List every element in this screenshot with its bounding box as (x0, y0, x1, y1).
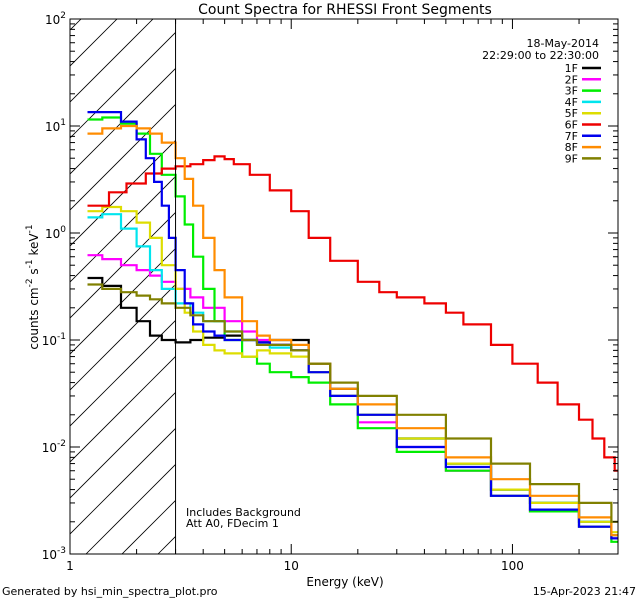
plot-frame (69, 18, 619, 555)
axes: 1 10 100 102 101 100 10-1 10-2 10-3 (42, 11, 618, 573)
x-tick-label: 1 (66, 559, 74, 573)
series-line-9F (87, 283, 618, 523)
y-tick-label: 102 (45, 11, 66, 27)
x-tick-label: 100 (501, 559, 524, 573)
y-tick-label: 10-1 (42, 332, 66, 348)
legend-label-7F: 7F (565, 130, 578, 143)
annotation-text: Includes Background (186, 506, 301, 519)
chart-title: Count Spectra for RHESSI Front Segments (198, 2, 492, 18)
series-line-5F (87, 205, 618, 534)
legend-label-4F: 4F (565, 96, 578, 109)
y-tick-label: 100 (45, 225, 66, 241)
y-tick-label: 101 (45, 118, 66, 134)
legend-label-8F: 8F (565, 141, 578, 154)
legend-label-2F: 2F (565, 73, 578, 86)
footer-timestamp: 15-Apr-2023 21:47 (533, 585, 636, 598)
y-tick-label: 10-3 (42, 546, 66, 562)
series-line-7F (87, 111, 618, 540)
x-axis-label: Energy (keV) (306, 575, 383, 589)
y-tick-label: 10-2 (42, 439, 66, 455)
legend-date: 18-May-2014 (527, 37, 599, 50)
legend-label-5F: 5F (565, 107, 578, 120)
footer-generated-by: Generated by hsi_min_spectra_plot.pro (2, 585, 218, 598)
x-tick-label: 10 (284, 559, 299, 573)
legend-label-6F: 6F (565, 119, 578, 132)
series-line-8F (87, 124, 618, 537)
y-axis-label: counts cm-2 s-1 keV-1 (25, 224, 41, 349)
legend-label-3F: 3F (565, 85, 578, 98)
legend-time-range: 22:29:00 to 22:30:00 (482, 49, 599, 62)
series-layer (87, 111, 618, 543)
legend-label-9F: 9F (565, 152, 578, 165)
annotation-text: Att A0, FDecim 1 (186, 517, 279, 530)
legend-label-1F: 1F (565, 62, 578, 75)
